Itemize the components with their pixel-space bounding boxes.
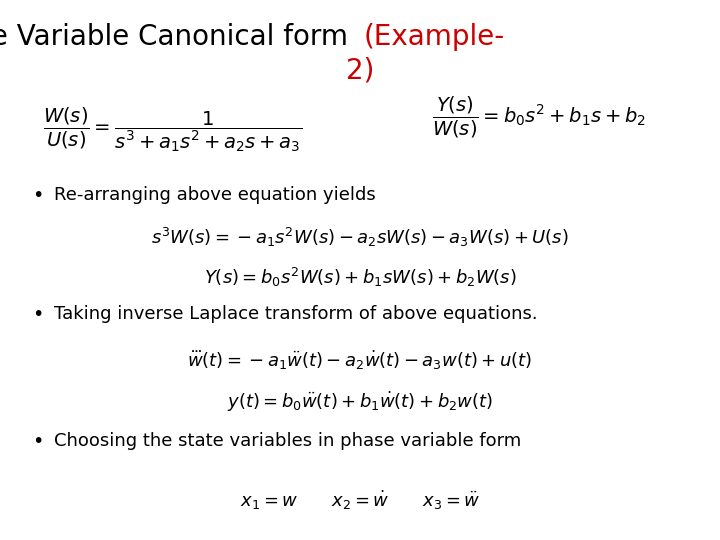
Text: $x_1 = w \qquad x_2 = \dot{w} \qquad x_3 = \ddot{w}$: $x_1 = w \qquad x_2 = \dot{w} \qquad x_3… bbox=[240, 489, 480, 512]
Text: $\dfrac{W(s)}{U(s)} = \dfrac{1}{s^3 + a_1 s^2 + a_2 s + a_3}$: $\dfrac{W(s)}{U(s)} = \dfrac{1}{s^3 + a_… bbox=[43, 105, 302, 154]
Text: •: • bbox=[32, 432, 44, 451]
Text: Phase Variable Canonical form: Phase Variable Canonical form bbox=[0, 23, 356, 51]
Text: •: • bbox=[32, 305, 44, 324]
Text: •: • bbox=[32, 186, 44, 205]
Text: $Y(s) = b_0 s^2 W(s) + b_1 sW(s) + b_2 W(s)$: $Y(s) = b_0 s^2 W(s) + b_1 sW(s) + b_2 W… bbox=[204, 266, 516, 289]
Text: (Example-: (Example- bbox=[364, 23, 505, 51]
Text: $y(t) = b_0 \ddot{w}(t) + b_1 \dot{w}(t) + b_2 w(t)$: $y(t) = b_0 \ddot{w}(t) + b_1 \dot{w}(t)… bbox=[227, 390, 493, 414]
Text: 2): 2) bbox=[346, 57, 374, 85]
Text: $\dddot{w}(t) = -a_1 \ddot{w}(t) - a_2 \dot{w}(t) - a_3 w(t) + u(t)$: $\dddot{w}(t) = -a_1 \ddot{w}(t) - a_2 \… bbox=[187, 348, 533, 372]
Text: Taking inverse Laplace transform of above equations.: Taking inverse Laplace transform of abov… bbox=[54, 305, 538, 323]
Text: $\dfrac{Y(s)}{W(s)} = b_0 s^2 + b_1 s + b_2$: $\dfrac{Y(s)}{W(s)} = b_0 s^2 + b_1 s + … bbox=[432, 94, 647, 139]
Text: $s^3 W(s) = -a_1 s^2 W(s) - a_2 sW(s) - a_3 W(s) + U(s)$: $s^3 W(s) = -a_1 s^2 W(s) - a_2 sW(s) - … bbox=[151, 226, 569, 249]
Text: Choosing the state variables in phase variable form: Choosing the state variables in phase va… bbox=[54, 432, 521, 450]
Text: Re-arranging above equation yields: Re-arranging above equation yields bbox=[54, 186, 376, 204]
